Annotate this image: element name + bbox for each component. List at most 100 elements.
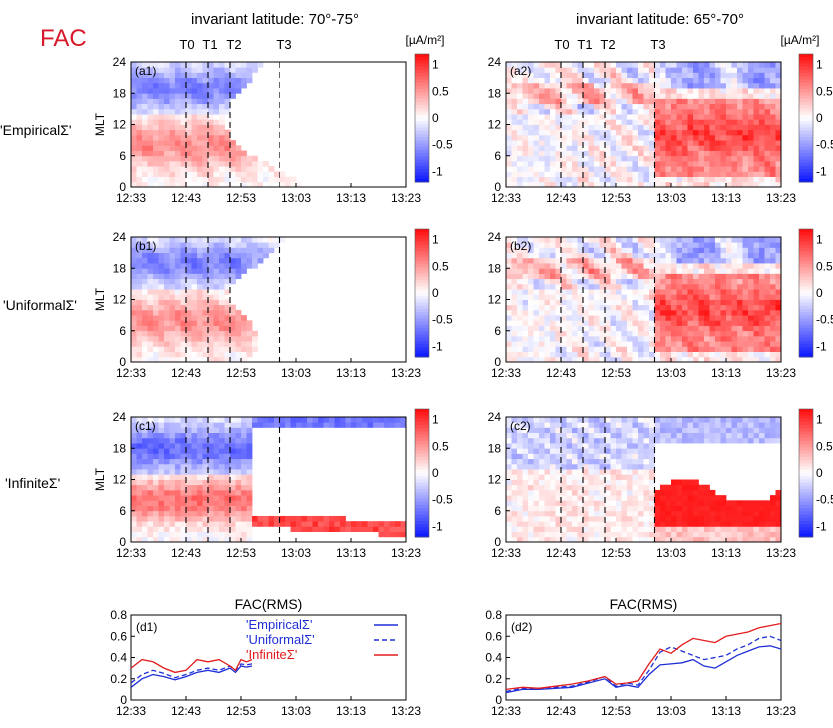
heatmap-cell bbox=[213, 145, 220, 151]
heatmap-cell bbox=[241, 176, 247, 183]
heatmap-cell bbox=[522, 67, 529, 73]
heatmap-cell bbox=[180, 252, 187, 259]
heatmap-cell bbox=[522, 489, 529, 496]
heatmap-cell bbox=[147, 103, 154, 110]
heatmap-cell bbox=[219, 155, 225, 162]
heatmap-cell bbox=[577, 437, 584, 444]
heatmap-cell bbox=[136, 257, 143, 264]
heatmap-cell bbox=[748, 88, 754, 94]
heatmap-cell bbox=[616, 309, 622, 316]
heatmap-cell bbox=[594, 294, 600, 300]
heatmap-cell bbox=[544, 515, 551, 522]
heatmap-cell bbox=[142, 505, 148, 512]
heatmap-cell bbox=[566, 351, 573, 358]
heatmap-cell bbox=[169, 489, 176, 496]
heatmap-cell bbox=[561, 515, 567, 522]
heatmap-cell bbox=[594, 531, 600, 538]
heatmap-cell bbox=[676, 62, 683, 68]
heatmap-cell bbox=[197, 155, 203, 162]
heatmap-cell bbox=[257, 166, 264, 172]
heatmap-cell bbox=[522, 98, 529, 105]
heatmap-cell bbox=[660, 114, 666, 120]
heatmap-cell bbox=[517, 320, 523, 326]
heatmap-cell bbox=[775, 294, 782, 300]
heatmap-cell bbox=[235, 521, 242, 527]
heatmap-cell bbox=[764, 351, 771, 358]
heatmap-cell bbox=[577, 341, 584, 347]
heatmap-cell bbox=[638, 252, 644, 259]
x-tick-label: 12:43 bbox=[171, 546, 201, 560]
heatmap-cell bbox=[665, 124, 672, 131]
heatmap-cell bbox=[153, 150, 159, 157]
heatmap-cell bbox=[720, 257, 727, 264]
heatmap-cell bbox=[153, 304, 159, 311]
heatmap-cell bbox=[665, 140, 672, 146]
heatmap-cell bbox=[566, 531, 573, 538]
heatmap-cell bbox=[219, 515, 225, 522]
heatmap-cell bbox=[528, 469, 534, 475]
heatmap-cell bbox=[671, 129, 677, 136]
heatmap-cell bbox=[599, 181, 606, 188]
heatmap-cell bbox=[246, 531, 253, 538]
heatmap-cell bbox=[533, 283, 540, 290]
heatmap-cell bbox=[704, 330, 710, 337]
heatmap-cell bbox=[224, 489, 231, 496]
heatmap-cell bbox=[246, 257, 253, 264]
heatmap-cell bbox=[506, 176, 512, 183]
heatmap-cell bbox=[153, 252, 159, 259]
heatmap-cell bbox=[224, 181, 231, 188]
heatmap-cell bbox=[164, 515, 170, 522]
heatmap-cell bbox=[770, 72, 776, 79]
heatmap-cell bbox=[506, 257, 512, 264]
heatmap-cell bbox=[252, 335, 258, 342]
heatmap-cell bbox=[197, 505, 203, 512]
colorbar-segment bbox=[415, 485, 429, 490]
heatmap-cell bbox=[742, 315, 749, 321]
heatmap-cell bbox=[610, 289, 617, 295]
heatmap-cell bbox=[577, 77, 584, 84]
heatmap-cell bbox=[213, 289, 220, 295]
heatmap-cell bbox=[241, 484, 247, 491]
heatmap-cell bbox=[726, 325, 732, 332]
heatmap-cell bbox=[235, 448, 242, 454]
heatmap-cell bbox=[544, 356, 551, 363]
heatmap-cell bbox=[219, 463, 225, 470]
heatmap-cell bbox=[522, 171, 529, 177]
heatmap-cell bbox=[252, 155, 258, 162]
heatmap-cell bbox=[213, 88, 220, 94]
heatmap-cell bbox=[153, 242, 159, 248]
heatmap-cell bbox=[175, 458, 181, 465]
heatmap-cell bbox=[610, 257, 617, 264]
heatmap-cell bbox=[715, 242, 721, 248]
heatmap-cell bbox=[147, 315, 154, 321]
heatmap-cell bbox=[511, 448, 518, 454]
heatmap-cell bbox=[279, 176, 286, 183]
heatmap-cell bbox=[158, 495, 165, 501]
heatmap-cell bbox=[594, 500, 600, 506]
heatmap-cell bbox=[764, 171, 771, 177]
heatmap-cell bbox=[577, 417, 584, 423]
heatmap-cell bbox=[753, 77, 760, 84]
heatmap-cell bbox=[682, 247, 688, 254]
heatmap-cell bbox=[213, 82, 220, 89]
heatmap-cell bbox=[665, 273, 672, 280]
heatmap-cell bbox=[533, 67, 540, 73]
heatmap-cell bbox=[522, 521, 529, 527]
heatmap-cell bbox=[671, 82, 677, 89]
heatmap-cell bbox=[136, 237, 143, 243]
heatmap-cell bbox=[522, 437, 529, 444]
heatmap-cell bbox=[345, 422, 352, 428]
heatmap-cell bbox=[246, 463, 253, 470]
heatmap-cell bbox=[202, 124, 209, 131]
heatmap-cell bbox=[775, 242, 782, 248]
heatmap-cell bbox=[506, 489, 512, 496]
colorbar-segment bbox=[799, 331, 813, 336]
heatmap-cell bbox=[550, 294, 556, 300]
heatmap-cell bbox=[208, 505, 214, 512]
heatmap-cell bbox=[748, 242, 754, 248]
heatmap-cell bbox=[698, 145, 705, 151]
heatmap-cell bbox=[550, 93, 556, 99]
heatmap-cell bbox=[720, 315, 727, 321]
heatmap-cell bbox=[158, 489, 165, 496]
heatmap-cell bbox=[219, 114, 225, 120]
